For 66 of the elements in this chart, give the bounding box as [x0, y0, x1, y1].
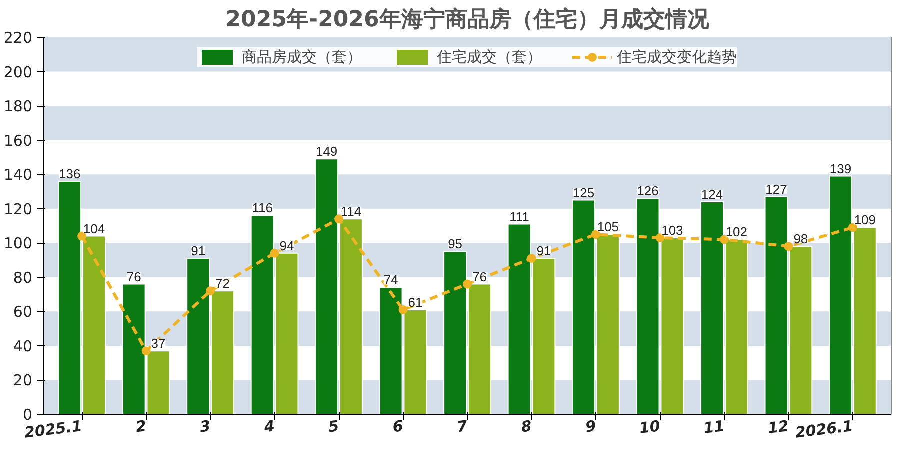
- data-label: 98: [794, 232, 808, 247]
- data-label: 126: [637, 184, 659, 199]
- data-label: 136: [58, 166, 81, 182]
- y-tick-label: 160: [4, 132, 33, 150]
- x-tick-label: 2: [134, 417, 148, 436]
- point: [463, 280, 472, 289]
- data-label: 111: [510, 209, 530, 224]
- point: [527, 254, 536, 264]
- y-tick-label: 20: [13, 372, 33, 390]
- data-label: 105: [597, 220, 620, 235]
- data-label: 95: [448, 236, 463, 252]
- point: [848, 223, 858, 232]
- chart-title: 2025年-2026年海宁商品房（住宅）月成交情况: [226, 6, 710, 32]
- data-label: 125: [572, 185, 595, 200]
- x-tick-label: 10: [638, 417, 662, 438]
- data-label: 149: [316, 144, 338, 160]
- data-label: 116: [252, 200, 273, 216]
- y-tick-label: 220: [4, 29, 33, 47]
- x-tick-label: 6: [392, 417, 404, 436]
- x-tick-label: 4: [262, 417, 276, 436]
- x-tick-label: 11: [702, 417, 726, 438]
- x-tick-label: 2026.1: [794, 417, 854, 442]
- point: [784, 242, 794, 252]
- y-tick-label: 180: [4, 98, 33, 116]
- x-tick-label: 8: [520, 417, 533, 436]
- data-label: 127: [766, 182, 788, 197]
- y-tick-label: 0: [22, 406, 33, 424]
- data-label: 124: [701, 187, 724, 202]
- data-label: 109: [854, 212, 876, 228]
- data-label: 61: [408, 294, 423, 310]
- point: [656, 234, 665, 242]
- data-label: 139: [830, 161, 852, 176]
- y-tick-label: 200: [4, 63, 33, 82]
- data-label: 72: [216, 276, 230, 292]
- point: [334, 214, 344, 224]
- data-label: 94: [280, 238, 294, 254]
- data-label: 102: [726, 224, 748, 240]
- point: [270, 248, 280, 258]
- y-tick-label: 120: [4, 200, 33, 218]
- x-tick-label: 9: [584, 417, 598, 436]
- data-label: 104: [83, 221, 106, 236]
- point: [398, 305, 408, 314]
- data-label: 76: [126, 269, 142, 284]
- legend-label: 商品房成交（套）: [242, 48, 362, 66]
- y-tick-label: 80: [13, 268, 33, 287]
- point: [206, 286, 216, 296]
- point: [720, 235, 729, 244]
- legend-label: 住宅成交变化趋势: [617, 48, 737, 66]
- legend-label: 住宅成交（套）: [437, 48, 542, 66]
- x-tick-label: 12: [766, 417, 790, 438]
- point: [591, 230, 600, 240]
- data-label: 76: [472, 269, 487, 284]
- x-tick-label: 3: [199, 417, 212, 436]
- x-tick-label: 7: [456, 416, 470, 436]
- data-label: 91: [191, 244, 206, 259]
- y-tick-label: 40: [13, 337, 33, 356]
- y-tick-label: 100: [4, 234, 33, 253]
- y-tick-label: 60: [13, 303, 33, 322]
- data-label: 103: [662, 222, 684, 238]
- y-tick-label: 140: [4, 166, 33, 184]
- data-label: 114: [340, 204, 362, 220]
- data-label: 91: [536, 244, 552, 259]
- data-label: 37: [151, 336, 166, 352]
- point: [142, 346, 151, 356]
- x-tick-label: 5: [328, 417, 340, 436]
- data-label: 74: [384, 272, 398, 288]
